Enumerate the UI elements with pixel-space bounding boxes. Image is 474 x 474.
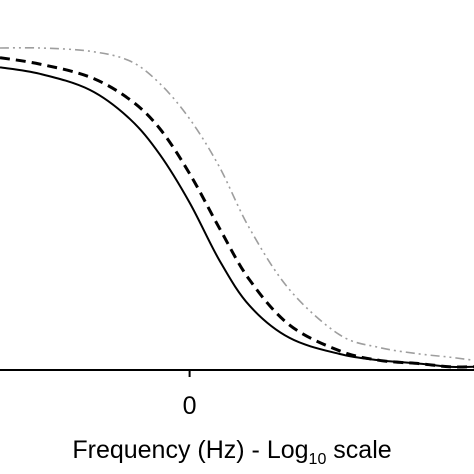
curves bbox=[0, 46, 474, 369]
series-line-solid bbox=[0, 66, 474, 369]
x-axis-label: Frequency (Hz) - Log10 scale bbox=[72, 436, 391, 468]
x-axis-label-main: Frequency (Hz) - Log bbox=[72, 436, 308, 464]
series-line-dash-dot-dot bbox=[0, 46, 474, 362]
series-line-dashed bbox=[0, 56, 474, 369]
x-axis-label-suffix: scale bbox=[326, 436, 391, 464]
x-axis-label-subscript: 10 bbox=[309, 451, 327, 468]
x-tick-label: 0 bbox=[183, 392, 197, 420]
